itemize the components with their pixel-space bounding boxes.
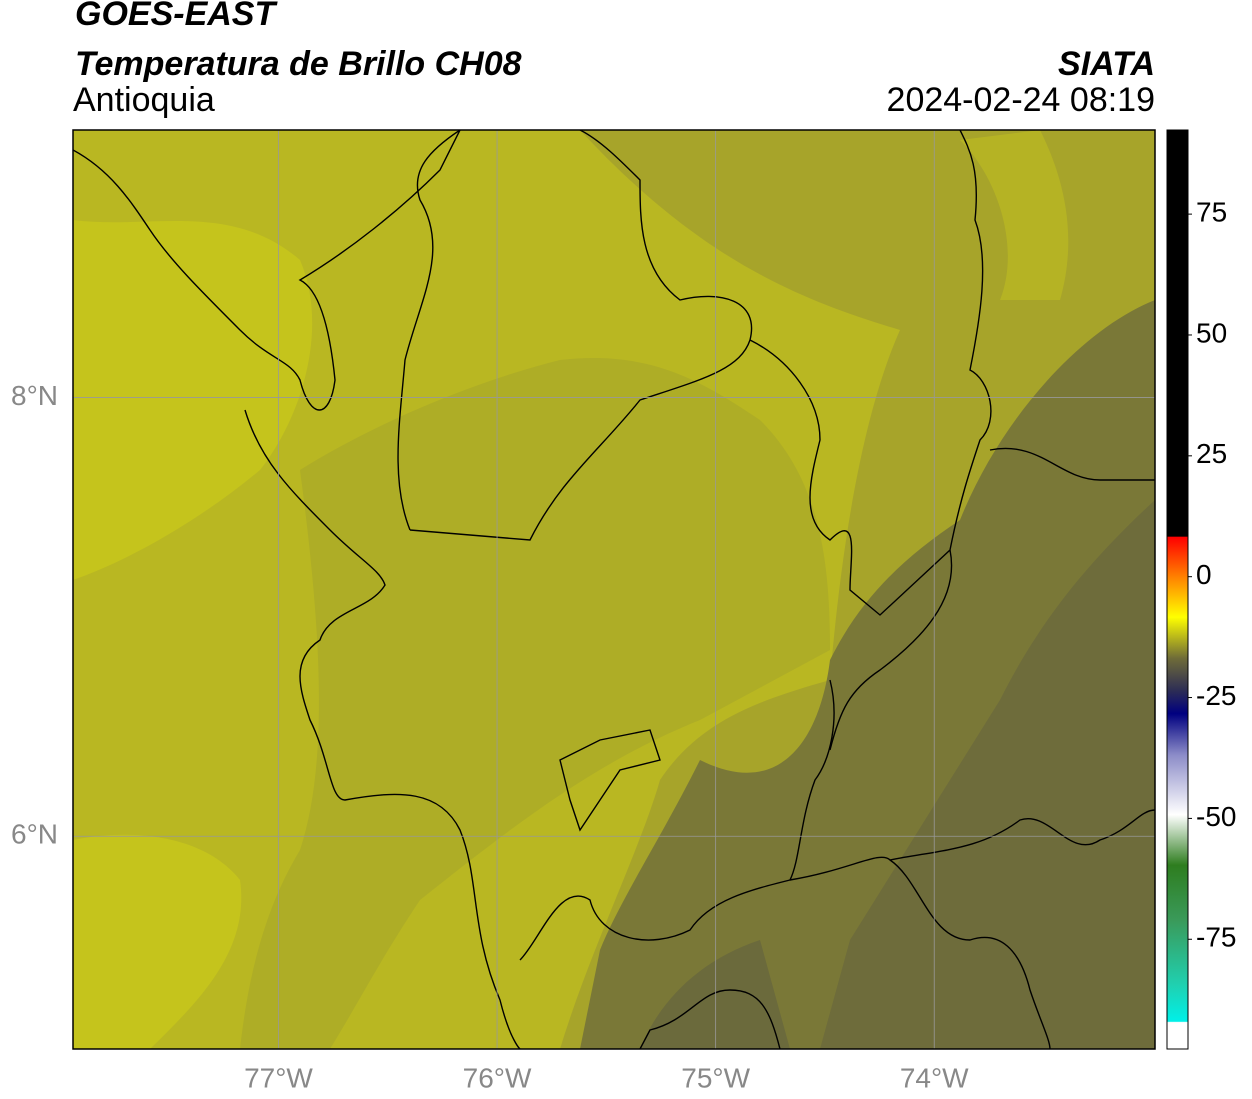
title: GOES-EAST bbox=[75, 0, 278, 33]
lon-label: 75°W bbox=[681, 1062, 750, 1093]
lon-label: 77°W bbox=[244, 1062, 313, 1093]
colorbar-label: -75 bbox=[1196, 922, 1236, 953]
colorbar-label: 75 bbox=[1196, 197, 1227, 228]
map-frame bbox=[72, 129, 1156, 1050]
map-image bbox=[73, 130, 1155, 1049]
lat-label: 8°N bbox=[11, 380, 58, 411]
region: Antioquia bbox=[73, 81, 215, 119]
colorbar-label: 0 bbox=[1196, 559, 1212, 590]
lon-label: 76°W bbox=[463, 1062, 532, 1093]
colorbar-label: -25 bbox=[1196, 680, 1236, 711]
lon-label: 74°W bbox=[900, 1062, 969, 1093]
colorbar-label: 25 bbox=[1196, 438, 1227, 469]
colorbar bbox=[1166, 129, 1189, 1050]
lat-label: 6°N bbox=[11, 819, 58, 850]
graticule bbox=[73, 130, 1155, 1049]
colorbar-label: -50 bbox=[1196, 801, 1236, 832]
datetime: 2024-02-24 08:19 bbox=[887, 81, 1155, 119]
source: SIATA bbox=[1058, 45, 1155, 83]
colorbar-label: 50 bbox=[1196, 317, 1227, 348]
subtitle: Temperatura de Brillo CH08 bbox=[75, 45, 522, 83]
